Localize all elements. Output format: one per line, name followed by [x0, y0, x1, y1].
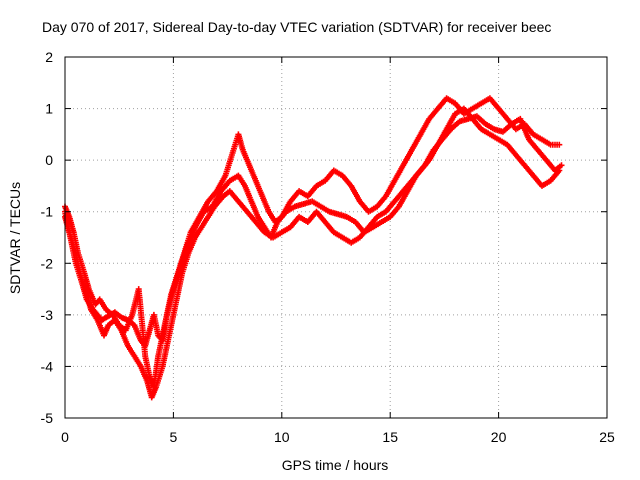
x-tick-label: 25	[599, 429, 615, 445]
y-tick-label: -4	[41, 358, 54, 374]
data-layer	[62, 95, 565, 401]
series-markers	[62, 95, 563, 391]
x-tick-label: 5	[170, 429, 178, 445]
y-axis-label: SDTVAR / TECUs	[7, 182, 23, 294]
x-tick-label: 15	[382, 429, 398, 445]
y-tick-label: -3	[41, 307, 54, 323]
chart-title: Day 070 of 2017, Sidereal Day-to-day VTE…	[42, 19, 551, 35]
y-tick-label: 2	[45, 49, 53, 65]
series-track-2	[62, 95, 563, 391]
axis-ticks	[64, 56, 608, 419]
x-tick-label: 0	[61, 429, 69, 445]
y-tick-label: -2	[41, 255, 54, 271]
y-tick-label: -1	[41, 204, 54, 220]
x-axis-label: GPS time / hours	[282, 457, 389, 473]
series-markers	[62, 105, 563, 401]
series-markers	[62, 113, 565, 349]
x-tick-label: 20	[491, 429, 507, 445]
plot-frame	[64, 56, 608, 419]
y-tick-label: 1	[45, 101, 53, 117]
y-tick-label: -5	[41, 410, 54, 426]
series-track-1	[62, 113, 565, 349]
y-tick-label: 0	[45, 152, 53, 168]
tick-labels: 0 5 10 15 20 25 -5 -4 -3 -2 -1 0 1 2	[41, 49, 615, 445]
x-tick-label: 10	[274, 429, 290, 445]
grid-lines	[65, 57, 607, 418]
series-track-3	[62, 105, 563, 401]
